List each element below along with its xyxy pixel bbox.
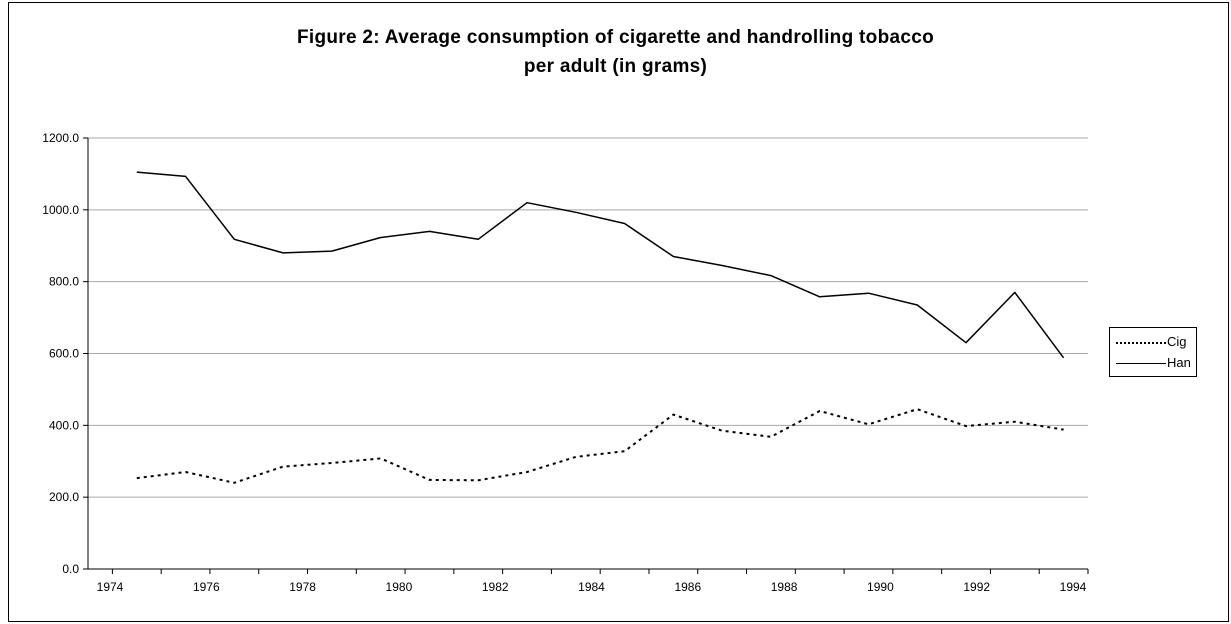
y-tick-label: 600.0 bbox=[49, 347, 79, 361]
x-tick-label: 1978 bbox=[289, 580, 316, 594]
x-tick-label: 1980 bbox=[386, 580, 413, 594]
legend-swatch-han bbox=[1116, 363, 1166, 364]
chart-title: Figure 2: Average consumption of cigaret… bbox=[296, 27, 935, 48]
gridlines bbox=[88, 137, 1088, 498]
legend: Cig Han bbox=[1109, 327, 1197, 377]
x-tick-label: 1994 bbox=[1060, 580, 1087, 594]
legend-swatch-cig bbox=[1116, 342, 1166, 344]
legend-entry-han: Han bbox=[1110, 353, 1196, 373]
x-tick-label: 1976 bbox=[193, 580, 220, 594]
series-lines bbox=[136, 171, 1065, 484]
series-line-cig bbox=[136, 408, 1064, 484]
x-tick-label: 1974 bbox=[97, 580, 124, 594]
y-tick-label: 1200.0 bbox=[42, 131, 79, 145]
x-tick-label: 1988 bbox=[771, 580, 798, 594]
y-tick-label: 800.0 bbox=[49, 275, 79, 289]
legend-label-han: Han bbox=[1167, 355, 1191, 370]
x-tick-label: 1990 bbox=[867, 580, 894, 594]
axes: 0.0 200.0 400.0 600.0 800.0 1000.0 1200.0 1974 1… bbox=[42, 131, 1089, 594]
y-tick-label: 0.0 bbox=[62, 562, 79, 576]
y-tick-label: 1000.0 bbox=[42, 203, 79, 217]
series-line-han bbox=[136, 171, 1065, 359]
y-tick-label: 200.0 bbox=[49, 490, 79, 504]
y-tick-label: 400.0 bbox=[49, 418, 79, 432]
x-tick-label: 1982 bbox=[482, 580, 509, 594]
x-tick-label: 1986 bbox=[674, 580, 701, 594]
legend-entry-cig: Cig bbox=[1110, 332, 1196, 352]
x-tick-label: 1992 bbox=[963, 580, 990, 594]
legend-label-cig: Cig bbox=[1167, 334, 1187, 349]
chart-frame bbox=[8, 2, 1229, 622]
x-tick-label: 1984 bbox=[578, 580, 605, 594]
chart-subtitle: per adult (in grams) bbox=[523, 56, 708, 77]
